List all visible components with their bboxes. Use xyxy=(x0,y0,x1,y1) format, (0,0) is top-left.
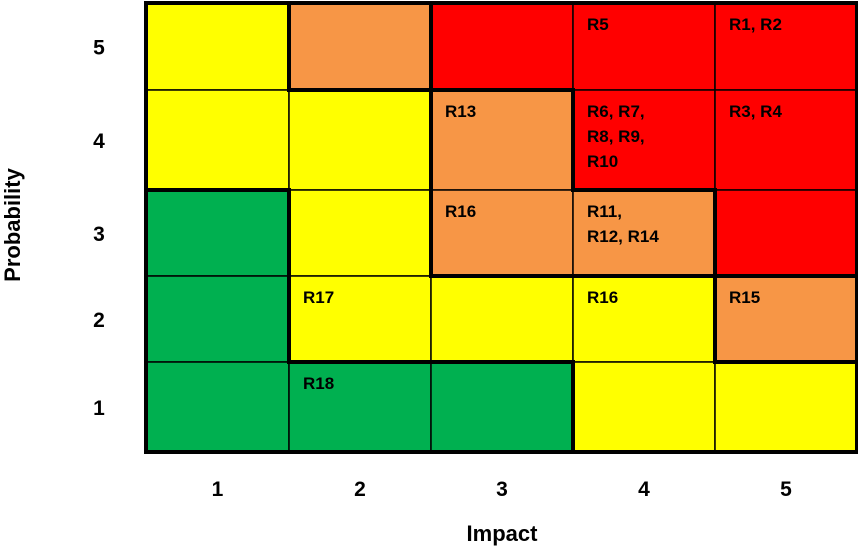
risk-label: R15 xyxy=(729,288,760,307)
x-axis-title: Impact xyxy=(467,521,539,546)
risk-label: R11, xyxy=(587,202,622,221)
matrix-cell-p3-i5 xyxy=(714,189,858,277)
x-tick-label: 3 xyxy=(496,478,508,501)
y-tick-label: 1 xyxy=(93,397,105,420)
matrix-cell-p2-i1 xyxy=(145,275,290,363)
cell-labels: R5 R1, R2 R13 R6, R7, R8, R9, R10 R3, R4 R16 R11… xyxy=(303,15,782,393)
matrix-cell-p1-i1 xyxy=(145,361,290,453)
x-tick-label: 1 xyxy=(212,478,224,501)
matrix-cell-p2-i5 xyxy=(714,275,858,363)
risk-label: R8, R9, xyxy=(587,127,645,146)
matrix-cell-p5-i3 xyxy=(430,2,574,91)
axis-ticks: 1 2 3 4 5 5 4 3 2 1 xyxy=(93,37,792,502)
risk-label: R6, R7, xyxy=(587,102,645,121)
risk-label: R12, R14 xyxy=(587,227,659,246)
risk-label: R16 xyxy=(587,288,618,307)
matrix-cells xyxy=(145,2,858,453)
matrix-cell-p1-i5 xyxy=(714,361,858,453)
risk-label: R16 xyxy=(445,202,476,221)
x-tick-label: 2 xyxy=(354,478,366,501)
risk-label: R18 xyxy=(303,374,334,393)
matrix-cell-p1-i3 xyxy=(430,361,574,453)
zone-borders xyxy=(144,1,858,454)
matrix-cell-p5-i2 xyxy=(288,2,432,91)
risk-label: R5 xyxy=(587,15,609,34)
matrix-cell-p2-i3 xyxy=(430,275,574,363)
risk-label: R17 xyxy=(303,288,334,307)
risk-label: R3, R4 xyxy=(729,102,782,121)
x-tick-label: 4 xyxy=(638,478,650,501)
risk-label: R13 xyxy=(445,102,476,121)
matrix-cell-p4-i5 xyxy=(714,89,858,191)
matrix-cell-p3-i1 xyxy=(145,189,290,277)
matrix-cell-p5-i1 xyxy=(145,2,290,91)
matrix-outline xyxy=(144,1,858,454)
y-tick-label: 4 xyxy=(93,130,105,153)
matrix-cell-p4-i2 xyxy=(288,89,432,191)
y-tick-label: 5 xyxy=(93,37,105,60)
risk-label: R1, R2 xyxy=(729,15,782,34)
risk-label: R10 xyxy=(587,152,618,171)
x-tick-label: 5 xyxy=(780,478,792,501)
y-axis-title: Probability xyxy=(0,167,25,281)
matrix-cell-p4-i1 xyxy=(145,89,290,191)
y-tick-label: 2 xyxy=(93,309,105,332)
matrix-cell-p5-i4 xyxy=(572,2,716,91)
matrix-cell-p4-i4 xyxy=(572,89,716,191)
y-tick-label: 3 xyxy=(93,223,105,246)
matrix-cell-p1-i4 xyxy=(572,361,716,453)
matrix-cell-p5-i5 xyxy=(714,2,858,91)
matrix-cell-p3-i3 xyxy=(430,189,574,277)
matrix-cell-p3-i2 xyxy=(288,189,432,277)
